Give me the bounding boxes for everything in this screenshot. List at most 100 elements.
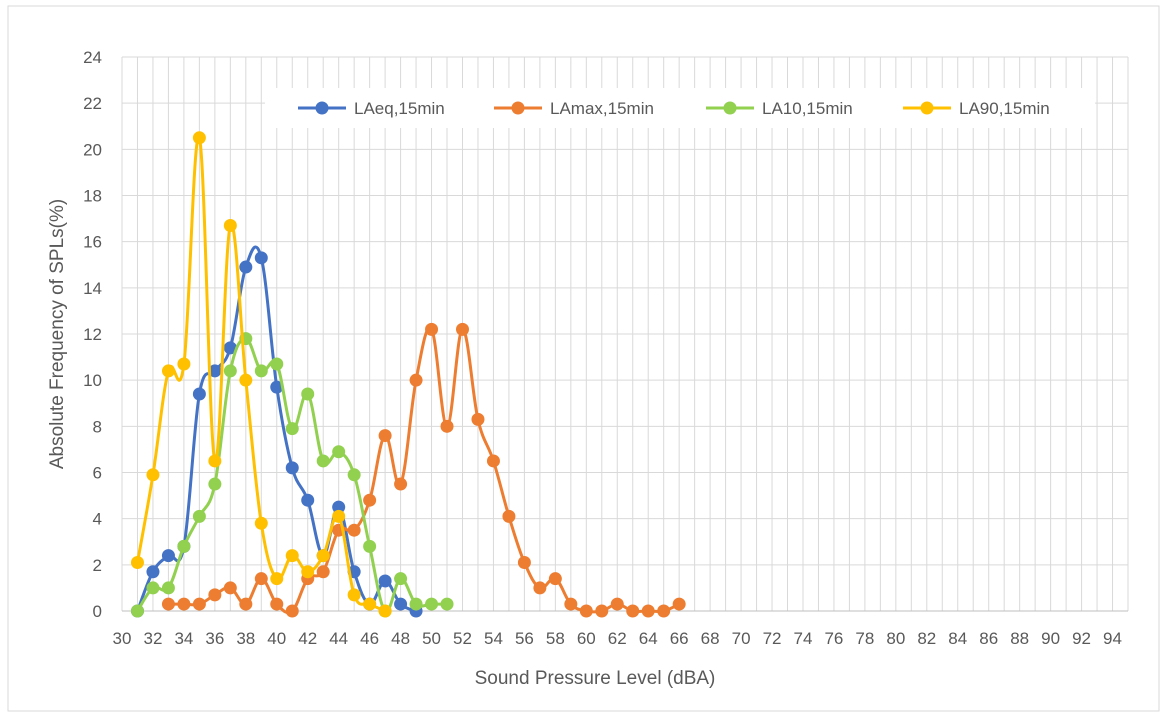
- y-tick-label: 12: [83, 325, 102, 344]
- x-tick-label: 44: [329, 629, 348, 648]
- data-point: [657, 604, 671, 618]
- data-point: [394, 477, 408, 491]
- data-point: [254, 572, 268, 586]
- data-point: [239, 597, 253, 611]
- y-tick-label: 20: [83, 140, 102, 159]
- y-tick-label: 14: [83, 279, 102, 298]
- legend-label: LA90,15min: [959, 99, 1050, 118]
- data-point: [363, 597, 377, 611]
- data-point: [332, 500, 346, 514]
- data-point: [347, 468, 361, 482]
- data-point: [208, 477, 222, 491]
- data-point: [595, 604, 609, 618]
- legend-item: LA90,15min: [903, 99, 1050, 118]
- y-tick-label: 6: [93, 464, 102, 483]
- data-point: [192, 131, 206, 145]
- x-tick-label: 60: [577, 629, 596, 648]
- data-point: [285, 461, 299, 475]
- data-point: [270, 572, 284, 586]
- x-tick-label: 88: [1010, 629, 1029, 648]
- y-tick-label: 16: [83, 233, 102, 252]
- x-tick-label: 70: [732, 629, 751, 648]
- data-point: [409, 373, 423, 387]
- data-point: [254, 251, 268, 265]
- x-tick-label: 52: [453, 629, 472, 648]
- data-point: [533, 581, 547, 595]
- data-point: [579, 604, 593, 618]
- data-point: [425, 597, 439, 611]
- data-point: [610, 597, 624, 611]
- x-tick-label: 78: [855, 629, 874, 648]
- legend-label: LAeq,15min: [354, 99, 445, 118]
- x-tick-label: 62: [608, 629, 627, 648]
- data-point: [471, 412, 485, 426]
- x-tick-label: 42: [298, 629, 317, 648]
- series: [130, 131, 686, 618]
- data-point: [394, 597, 408, 611]
- y-tick-label: 8: [93, 417, 102, 436]
- x-tick-label: 74: [794, 629, 813, 648]
- x-tick-label: 90: [1041, 629, 1060, 648]
- data-point: [363, 493, 377, 507]
- data-point: [378, 574, 392, 588]
- data-point: [223, 364, 237, 378]
- data-point: [208, 364, 222, 378]
- x-tick-label: 48: [391, 629, 410, 648]
- x-tick-label: 94: [1103, 629, 1122, 648]
- data-point: [316, 454, 330, 468]
- data-point: [455, 322, 469, 336]
- legend-background: [265, 88, 1095, 128]
- data-point: [223, 341, 237, 355]
- data-point: [161, 549, 175, 563]
- data-point: [285, 422, 299, 436]
- x-tick-label: 46: [360, 629, 379, 648]
- data-point: [270, 380, 284, 394]
- x-tick-label: 66: [670, 629, 689, 648]
- data-point: [440, 419, 454, 433]
- data-point: [626, 604, 640, 618]
- data-point: [146, 468, 160, 482]
- data-point: [301, 565, 315, 579]
- data-point: [486, 454, 500, 468]
- x-tick-label: 38: [236, 629, 255, 648]
- data-point: [177, 597, 191, 611]
- y-tick-label: 2: [93, 556, 102, 575]
- x-axis-title: Sound Pressure Level (dBA): [475, 668, 716, 689]
- data-point: [223, 219, 237, 233]
- data-point: [502, 509, 516, 523]
- y-tick-label: 0: [93, 602, 102, 621]
- series-LA90,15min: [130, 131, 392, 618]
- legend-swatch-marker: [315, 101, 329, 115]
- data-point: [394, 572, 408, 586]
- x-tick-label: 34: [174, 629, 193, 648]
- data-point: [332, 445, 346, 459]
- x-tick-label: 32: [143, 629, 162, 648]
- x-tick-label: 92: [1072, 629, 1091, 648]
- data-point: [332, 509, 346, 523]
- x-tick-label: 40: [267, 629, 286, 648]
- y-tick-label: 10: [83, 371, 102, 390]
- data-point: [161, 597, 175, 611]
- x-tick-label: 58: [546, 629, 565, 648]
- x-tick-label: 50: [422, 629, 441, 648]
- data-point: [378, 604, 392, 618]
- data-point: [347, 523, 361, 537]
- x-tick-label: 86: [979, 629, 998, 648]
- data-point: [301, 493, 315, 507]
- legend-swatch-marker: [511, 101, 525, 115]
- x-tick-label: 72: [763, 629, 782, 648]
- x-tick-label: 30: [113, 629, 132, 648]
- y-tick-label: 4: [93, 510, 102, 529]
- legend: LAeq,15min LAmax,15min LA10,15min LA90,15mi…: [265, 88, 1095, 128]
- data-point: [270, 597, 284, 611]
- x-tick-label: 68: [701, 629, 720, 648]
- data-point: [316, 565, 330, 579]
- data-point: [146, 565, 160, 579]
- legend-label: LA10,15min: [762, 99, 853, 118]
- legend-swatch-marker: [723, 101, 737, 115]
- data-point: [161, 364, 175, 378]
- data-point: [425, 322, 439, 336]
- data-point: [270, 357, 284, 371]
